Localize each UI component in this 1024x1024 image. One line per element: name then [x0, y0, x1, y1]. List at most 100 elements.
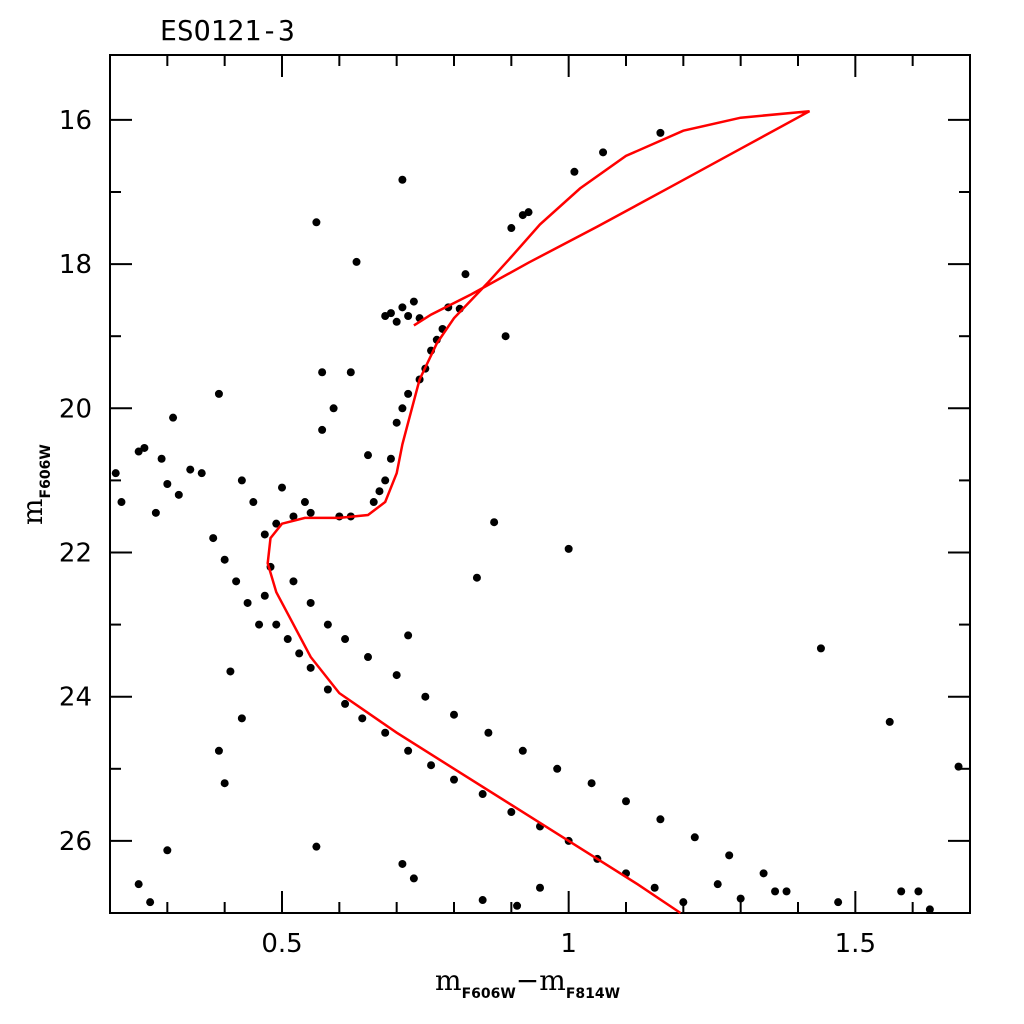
- data-point: [834, 898, 843, 907]
- data-point: [163, 480, 172, 488]
- data-point: [507, 808, 516, 817]
- data-point: [278, 483, 286, 492]
- data-point: [885, 717, 894, 726]
- data-point: [341, 699, 350, 708]
- data-point: [134, 447, 143, 456]
- x-tick-label: 1.5: [835, 929, 876, 959]
- data-point: [237, 714, 246, 723]
- data-point: [782, 887, 791, 896]
- data-point: [759, 869, 768, 878]
- data-point: [501, 332, 510, 341]
- y-axis-label: mF606W: [16, 444, 54, 525]
- data-point: [656, 815, 665, 824]
- data-point: [220, 555, 229, 564]
- data-point: [398, 404, 407, 413]
- data-point: [771, 887, 780, 896]
- data-point: [134, 880, 143, 889]
- data-point: [450, 710, 458, 719]
- data-point: [260, 530, 269, 539]
- x-label-sep: −m: [516, 964, 566, 997]
- data-point: [914, 887, 923, 896]
- data-point: [169, 413, 178, 422]
- data-point: [925, 905, 934, 914]
- data-point: [513, 901, 522, 910]
- data-point: [323, 620, 332, 629]
- data-point: [226, 667, 235, 676]
- data-point: [318, 425, 327, 434]
- data-point: [392, 418, 401, 427]
- data-point: [518, 746, 527, 755]
- data-point: [725, 851, 734, 860]
- x-label-main-1: m: [435, 964, 462, 997]
- data-point: [358, 714, 367, 723]
- data-point: [306, 598, 315, 607]
- data-point: [117, 498, 126, 507]
- data-point: [409, 874, 418, 883]
- data-point: [272, 620, 281, 629]
- data-point: [587, 779, 596, 788]
- data-point: [381, 476, 390, 485]
- data-point: [404, 746, 413, 755]
- svg-text:mF606W: mF606W: [16, 444, 54, 525]
- data-point: [679, 898, 688, 907]
- data-point: [243, 598, 252, 607]
- data-point: [323, 685, 332, 694]
- data-point: [341, 635, 350, 644]
- data-point: [283, 635, 292, 644]
- data-point: [364, 653, 372, 662]
- y-tick-label: 16: [59, 106, 92, 136]
- data-point: [564, 544, 573, 553]
- data-point: [209, 534, 218, 543]
- data-point: [255, 620, 264, 629]
- data-point: [381, 728, 390, 737]
- data-point: [518, 211, 527, 220]
- data-point: [157, 454, 166, 463]
- data-point: [111, 469, 120, 478]
- data-point: [392, 317, 401, 326]
- axis-frame: [109, 54, 971, 914]
- data-point: [404, 389, 413, 398]
- data-point: [249, 498, 258, 507]
- data-point: [272, 519, 281, 528]
- data-point: [421, 692, 430, 701]
- data-point: [461, 270, 470, 279]
- data-point: [816, 644, 825, 653]
- svg-text:mF606W−mF814W: mF606W−mF814W: [435, 964, 620, 1002]
- y-tick-label: 24: [59, 683, 92, 713]
- data-point: [713, 880, 722, 889]
- data-point: [346, 368, 355, 377]
- data-point: [553, 764, 562, 773]
- y-tick-label: 22: [59, 538, 92, 568]
- isochrone-line: [266, 109, 811, 915]
- data-point: [375, 487, 384, 496]
- data-point: [398, 303, 407, 312]
- data-point: [364, 451, 372, 460]
- data-point: [398, 859, 407, 868]
- data-point: [220, 779, 229, 788]
- y-tick-label: 26: [59, 827, 92, 857]
- data-point: [186, 465, 195, 474]
- x-tick-label: 0.5: [261, 929, 302, 959]
- data-point: [260, 591, 269, 600]
- data-point: [622, 797, 630, 806]
- y-tick-labels: 16 18 20 22 24 26: [59, 106, 92, 857]
- data-point: [232, 577, 241, 586]
- data-point: [140, 443, 149, 452]
- data-point: [174, 490, 183, 499]
- data-point: [404, 631, 413, 640]
- y-label-sub: F606W: [38, 444, 54, 498]
- data-point: [954, 762, 963, 771]
- data-point: [146, 898, 155, 907]
- data-point: [690, 833, 699, 842]
- data-point: [318, 368, 327, 377]
- data-point: [197, 469, 206, 478]
- data-point: [352, 257, 361, 266]
- data-point: [306, 508, 315, 517]
- data-point: [507, 224, 516, 233]
- data-point: [570, 167, 579, 176]
- data-point: [599, 148, 608, 157]
- data-point: [897, 887, 906, 896]
- data-point: [656, 128, 665, 137]
- data-point: [237, 476, 246, 485]
